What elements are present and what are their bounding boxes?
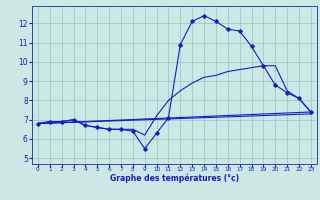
X-axis label: Graphe des températures (°c): Graphe des températures (°c)	[110, 174, 239, 183]
